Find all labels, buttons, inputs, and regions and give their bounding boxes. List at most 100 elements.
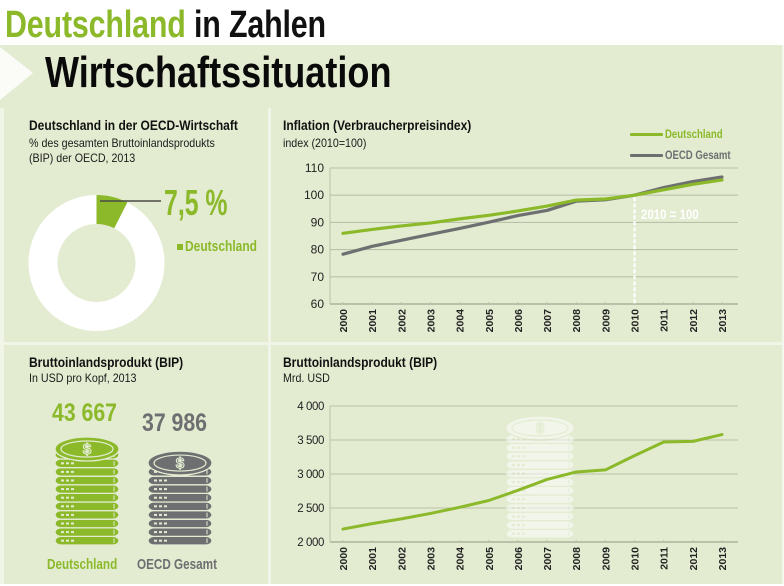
coin-notch	[512, 524, 515, 527]
coin-notch	[154, 488, 157, 491]
y-tick-label: 3 000	[297, 469, 324, 481]
y-tick-label: 70	[311, 270, 325, 284]
x-tick-label: 2003	[425, 309, 437, 333]
coin-band	[505, 520, 575, 531]
coin-notch	[512, 498, 515, 501]
coin-notch	[164, 522, 167, 525]
coin-notch	[517, 515, 520, 518]
coin-notch	[154, 505, 157, 508]
coin-notch	[61, 539, 64, 542]
divider-vertical	[268, 108, 271, 584]
y-tick-label: 4 000	[297, 401, 324, 413]
donut-slice-deutschland	[96, 195, 128, 229]
grid	[329, 167, 738, 305]
coin-notch	[517, 524, 520, 527]
x-tick-label: 2008	[571, 547, 583, 571]
coin-notch	[512, 455, 515, 458]
coin-notch	[154, 479, 157, 482]
chevron-shape	[0, 47, 33, 100]
panel-subtitle-gdp-per-capita: In USD pro Kopf, 2013	[29, 371, 137, 385]
coin-notch	[517, 481, 520, 484]
y-tick-label: 3 500	[297, 435, 324, 447]
coin-top-rim	[60, 440, 114, 458]
dollar-sign-icon: $	[176, 455, 185, 472]
coin-band	[505, 459, 575, 470]
panel-title-gdp-per-capita: Bruttoinlandsprodukt (BIP)	[29, 355, 184, 370]
coin-notch	[159, 479, 162, 482]
coin-band	[147, 527, 213, 538]
panel-subtitle-gdp: Mrd. USD	[283, 371, 330, 385]
coin-notch	[66, 496, 69, 499]
coin-notch	[154, 496, 157, 499]
coin-notch	[522, 489, 525, 492]
x-tick-label: 2001	[367, 309, 379, 333]
x-tick-label: 2012	[688, 547, 700, 571]
coin-notch	[61, 488, 64, 491]
x-tick-label: 2001	[367, 547, 379, 571]
coin-notch	[66, 531, 69, 534]
coin-notch	[66, 479, 69, 482]
coin-band	[505, 451, 575, 462]
coin-band	[54, 527, 120, 538]
x-tick-label: 2011	[659, 547, 671, 570]
coin-stack-oecd-gesamt: $	[147, 450, 213, 546]
coin-notch	[522, 472, 525, 475]
coin-chart-gdp-per-capita: $$	[54, 436, 213, 546]
coin-notch	[512, 532, 515, 535]
coin-band	[54, 492, 120, 503]
coin-band	[147, 492, 213, 503]
x-tick-label: 2000	[338, 547, 350, 571]
coin-notch	[522, 446, 525, 449]
x-tick-label: 2010	[630, 309, 642, 333]
coin-notch	[164, 496, 167, 499]
coin-notch	[159, 531, 162, 534]
legend-label-oecd-gesamt: OECD Gesamt	[665, 148, 731, 162]
coin-notch	[66, 505, 69, 508]
divider-left	[0, 108, 4, 584]
y-tick-label: 90	[311, 215, 325, 229]
coin-notch	[512, 463, 515, 466]
coin-stack-deutschland: $	[54, 436, 120, 546]
x-tick-label: 2009	[600, 309, 612, 333]
coin-watermark-icon: $	[505, 415, 575, 539]
coin-notch	[154, 522, 157, 525]
legend-label-deutschland: Deutschland	[185, 238, 258, 255]
page-title-highlight: Deutschland	[5, 4, 186, 46]
x-tick-label: 2008	[571, 309, 583, 333]
coin-band	[147, 475, 213, 486]
line-chart-inflation: 60 70 80 90 100 110 2000 2001 2002 2003 2004 2005 20…	[304, 161, 738, 333]
coin-notch	[522, 463, 525, 466]
coin-notch	[159, 496, 162, 499]
coin-notch	[159, 505, 162, 508]
x-tick-label: 2004	[455, 309, 467, 333]
coin-notch	[61, 496, 64, 499]
panel-title-oecd-share: Deutschland in der OECD-Wirtschaft	[29, 118, 238, 133]
coin-notch	[66, 513, 69, 516]
coin-notch	[61, 470, 64, 473]
value-label-deutschland: 43 667	[52, 399, 117, 427]
coin-notch	[512, 438, 515, 441]
coin-notch	[71, 531, 74, 534]
x-tick-label: 2013	[717, 547, 729, 571]
series-line-oecd-gesamt	[341, 175, 724, 256]
y-tick-label: 80	[311, 243, 325, 257]
coin-notch	[66, 539, 69, 542]
page-title: Deutschland in Zahlen	[5, 6, 326, 44]
x-tick-label: 2006	[513, 547, 525, 571]
value-label-oecd-gesamt: 37 986	[142, 409, 207, 437]
coin-band	[54, 475, 120, 486]
y-tick-label: 110	[305, 161, 324, 175]
panel-subtitle-oecd-share-line1: % des gesamten Bruttoinlandsprodukts	[29, 136, 215, 150]
x-tick-label: 2000	[338, 309, 350, 333]
x-tick-label: 2009	[600, 547, 612, 571]
x-tick-label: 2007	[542, 309, 554, 333]
coin-notch	[522, 455, 525, 458]
donut-slice-remainder	[28, 195, 165, 331]
coin-notch	[517, 532, 520, 535]
coin-notch	[71, 513, 74, 516]
coin-notch	[71, 496, 74, 499]
page-title-rest: in Zahlen	[193, 4, 326, 46]
coin-notch	[71, 470, 74, 473]
x-tick-label: 2013	[717, 309, 729, 333]
coin-notch	[159, 539, 162, 542]
